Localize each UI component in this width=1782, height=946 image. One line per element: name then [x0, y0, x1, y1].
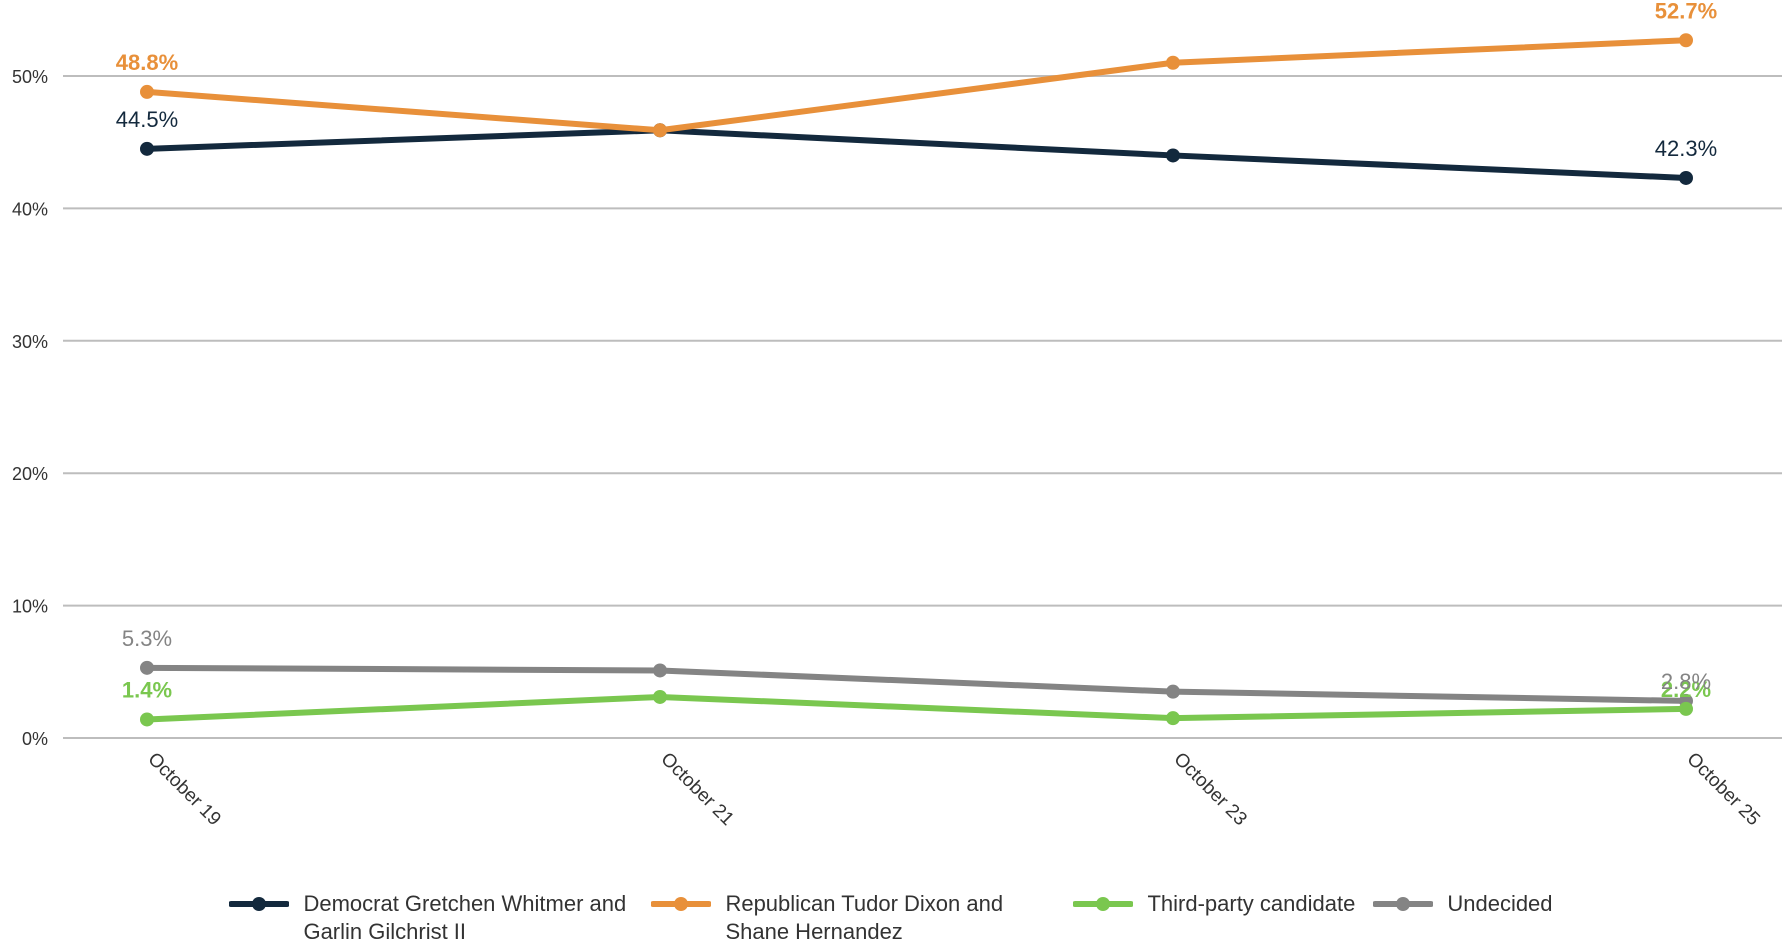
data-point [140, 84, 154, 99]
line-chart: 0%10%20%30%40%50% October 19 October 21 Oc… [12, 0, 1782, 830]
data-point [1679, 701, 1693, 716]
y-tick-label: 40% [12, 199, 48, 219]
legend: Democrat Gretchen Whitmer and Garlin Gil… [0, 890, 1782, 945]
y-tick-label: 30% [12, 332, 48, 352]
data-point [1166, 55, 1180, 70]
data-label: 2.8% [1661, 669, 1711, 694]
legend-swatch [229, 897, 290, 911]
legend-item: Republican Tudor Dixon and Shane Hernand… [651, 890, 1055, 946]
legend-item: Democrat Gretchen Whitmer and Garlin Gil… [229, 890, 633, 946]
series-line [144, 693, 1689, 723]
y-tick-label: 0% [22, 729, 48, 749]
legend-item: Third-party candidate [1073, 890, 1355, 918]
series-lines [140, 33, 1693, 727]
data-labels: 44.5% 42.3% 48.8% 52.7% 1.4% 2.2% 5.3% 2.8% [116, 0, 1717, 702]
series-line [144, 664, 1689, 704]
data-point [1679, 33, 1693, 48]
data-label: 48.8% [116, 50, 178, 75]
data-label: 44.5% [116, 107, 178, 132]
data-point [653, 663, 667, 678]
grid-lines [63, 75, 1782, 739]
legend-label: Republican Tudor Dixon and Shane Hernand… [725, 891, 1004, 944]
legend-label: Democrat Gretchen Whitmer and Garlin Gil… [303, 891, 627, 944]
data-point [140, 660, 154, 675]
legend-label: Undecided [1447, 891, 1553, 916]
data-label: 5.3% [122, 626, 172, 651]
data-point [1166, 148, 1180, 163]
data-label: 1.4% [122, 677, 172, 702]
x-tick-label: October 19 [143, 749, 224, 830]
y-axis-tick-labels: 0% 10% 20% 30% 40% 50% [12, 67, 48, 749]
x-tick-label: October 25 [1682, 749, 1763, 830]
legend-swatch [1073, 897, 1134, 911]
x-axis-tick-labels: October 19 October 21 October 23 October 25 [143, 749, 1763, 830]
series-line [144, 127, 1689, 181]
legend-swatch [1373, 897, 1434, 911]
data-point [1166, 711, 1180, 726]
legend-swatch [651, 897, 712, 911]
data-point [140, 141, 154, 156]
data-point [1166, 684, 1180, 699]
data-point [1679, 170, 1693, 185]
data-point [140, 712, 154, 727]
y-tick-label: 50% [12, 67, 48, 87]
data-label: 42.3% [1655, 136, 1717, 161]
legend-item: Undecided [1373, 890, 1553, 918]
data-label: 2.2% [1661, 677, 1711, 702]
data-point [653, 689, 667, 704]
x-tick-label: October 21 [656, 749, 737, 830]
data-label: 52.7% [1655, 0, 1717, 23]
x-tick-label: October 23 [1169, 749, 1250, 830]
data-point [653, 123, 667, 138]
series-line [144, 37, 1689, 134]
y-tick-label: 10% [12, 597, 48, 617]
y-tick-label: 20% [12, 464, 48, 484]
legend-label: Third-party candidate [1147, 891, 1356, 916]
